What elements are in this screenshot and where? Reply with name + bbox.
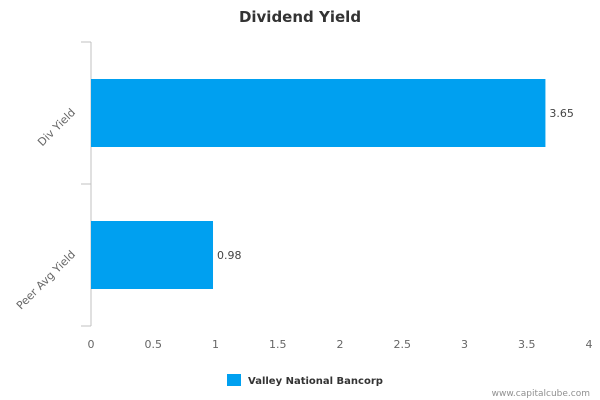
x-tick-label: 4 bbox=[586, 338, 593, 351]
x-tick-label: 0.5 bbox=[145, 338, 163, 351]
category-label: Div Yield bbox=[35, 106, 78, 149]
bar-div-yield[interactable] bbox=[91, 79, 546, 147]
category-label: Peer Avg Yield bbox=[14, 248, 78, 312]
chart-title: Dividend Yield bbox=[239, 8, 361, 26]
x-tick-label: 2.5 bbox=[394, 338, 412, 351]
x-tick-label: 2 bbox=[337, 338, 344, 351]
data-label: 0.98 bbox=[217, 249, 242, 262]
x-tick-label: 1.5 bbox=[269, 338, 287, 351]
bar-peer-avg-yield[interactable] bbox=[91, 221, 214, 289]
data-label: 3.65 bbox=[549, 107, 574, 120]
x-tick-label: 3.5 bbox=[518, 338, 536, 351]
plot-area: 3.65 Div Yield 0.98 Peer Avg Yield 0 0.5 1 1.5 2… bbox=[14, 41, 593, 351]
legend-swatch bbox=[227, 374, 241, 386]
x-tick-label: 0 bbox=[88, 338, 95, 351]
x-tick-label: 1 bbox=[212, 338, 219, 351]
legend-label: Valley National Bancorp bbox=[248, 376, 383, 387]
legend[interactable]: Valley National Bancorp bbox=[227, 374, 383, 387]
x-tick-label: 3 bbox=[461, 338, 468, 351]
credit-text[interactable]: www.capitalcube.com bbox=[492, 389, 590, 399]
